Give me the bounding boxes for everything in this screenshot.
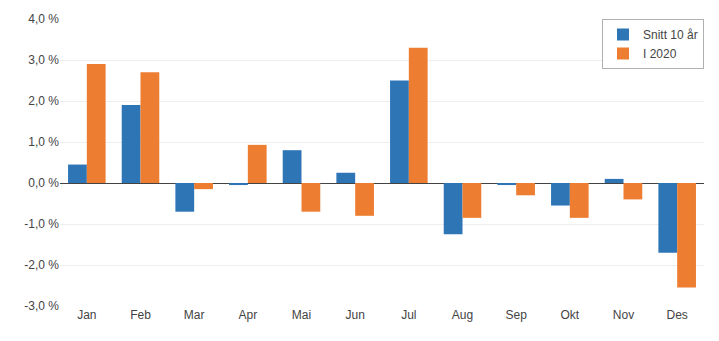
svg-text:1,0 %: 1,0 % bbox=[28, 135, 59, 149]
svg-text:Jan: Jan bbox=[77, 308, 96, 322]
svg-text:Mai: Mai bbox=[292, 308, 311, 322]
svg-text:Mar: Mar bbox=[184, 308, 205, 322]
svg-text:3,0 %: 3,0 % bbox=[28, 53, 59, 67]
svg-text:Nov: Nov bbox=[613, 308, 634, 322]
svg-text:-3,0 %: -3,0 % bbox=[24, 299, 59, 313]
svg-text:-2,0 %: -2,0 % bbox=[24, 258, 59, 272]
svg-text:Jun: Jun bbox=[345, 308, 364, 322]
svg-text:Aug: Aug bbox=[452, 308, 473, 322]
svg-text:Snitt 10 år: Snitt 10 år bbox=[643, 28, 698, 42]
svg-text:Des: Des bbox=[666, 308, 687, 322]
svg-text:Sep: Sep bbox=[505, 308, 527, 322]
svg-text:Feb: Feb bbox=[130, 308, 151, 322]
svg-text:I 2020: I 2020 bbox=[643, 47, 677, 61]
svg-text:Apr: Apr bbox=[238, 308, 257, 322]
svg-text:Okt: Okt bbox=[560, 308, 579, 322]
svg-text:2,0 %: 2,0 % bbox=[28, 94, 59, 108]
svg-text:Jul: Jul bbox=[401, 308, 416, 322]
svg-text:4,0 %: 4,0 % bbox=[28, 12, 59, 26]
svg-text:0,0 %: 0,0 % bbox=[28, 176, 59, 190]
svg-text:-1,0 %: -1,0 % bbox=[24, 217, 59, 231]
